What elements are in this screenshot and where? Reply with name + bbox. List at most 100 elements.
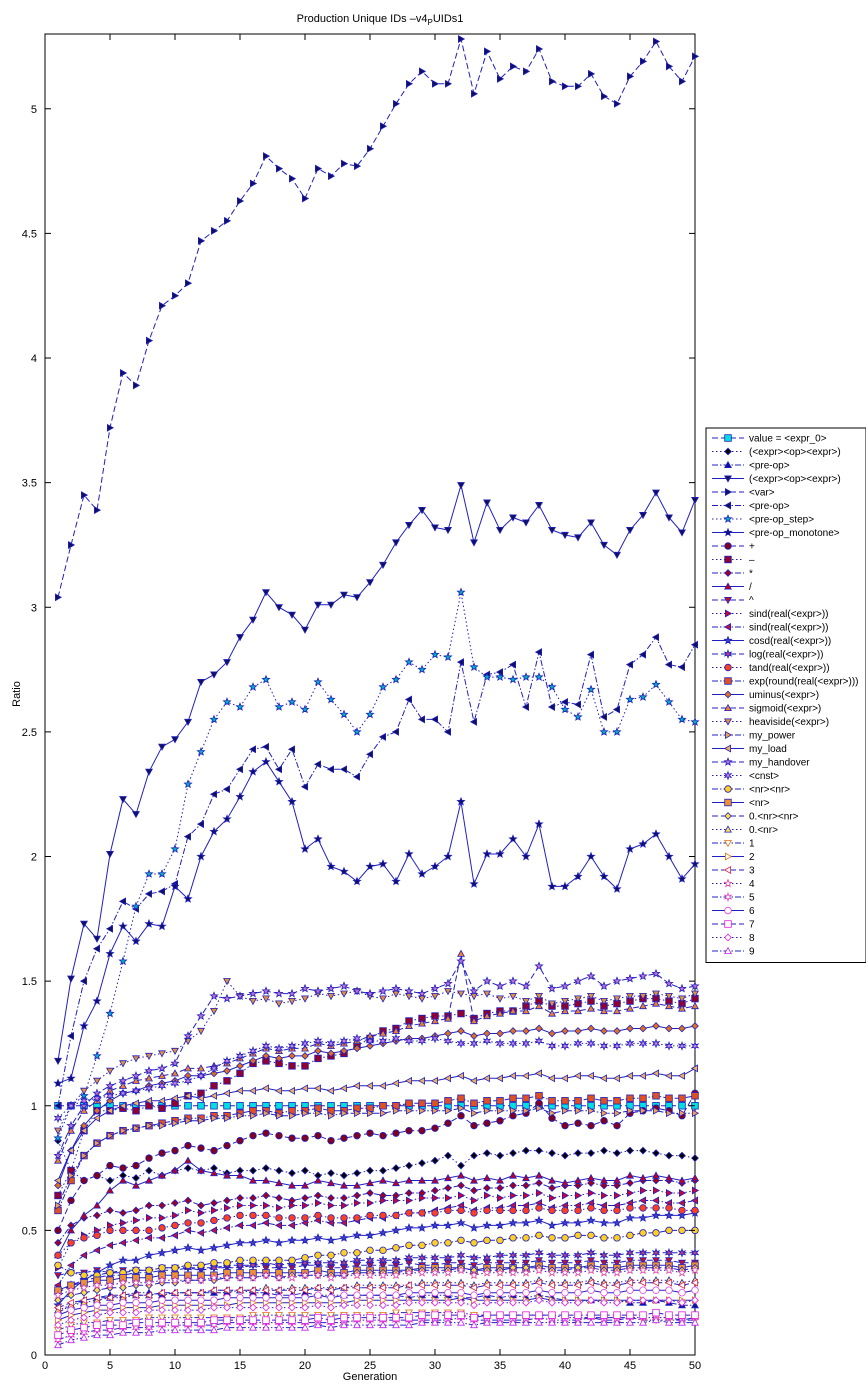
data-point bbox=[534, 1035, 544, 1046]
data-point bbox=[405, 1176, 413, 1184]
data-point bbox=[249, 179, 258, 188]
data-point bbox=[625, 1265, 635, 1275]
data-point bbox=[183, 1031, 193, 1040]
data-point bbox=[691, 1154, 699, 1162]
data-point bbox=[614, 99, 622, 108]
data-point bbox=[431, 1106, 440, 1115]
data-point bbox=[523, 1106, 531, 1115]
data-point bbox=[313, 986, 323, 996]
data-point bbox=[391, 1225, 401, 1235]
data-point bbox=[210, 1259, 218, 1267]
data-point bbox=[158, 1264, 166, 1272]
data-point bbox=[131, 1099, 140, 1108]
data-point bbox=[640, 1186, 648, 1195]
data-point bbox=[431, 1311, 439, 1319]
data-point bbox=[612, 1074, 620, 1083]
legend-label: (<expr><op><expr>) bbox=[749, 447, 841, 458]
data-point bbox=[588, 69, 596, 78]
data-point bbox=[431, 1318, 439, 1326]
data-point bbox=[430, 649, 440, 659]
data-point bbox=[652, 1171, 660, 1179]
data-point bbox=[692, 1109, 700, 1118]
data-point bbox=[183, 894, 193, 903]
legend-label: 3 bbox=[749, 866, 755, 877]
data-point bbox=[145, 1314, 153, 1322]
data-point bbox=[666, 62, 674, 71]
data-point bbox=[131, 1277, 141, 1287]
data-point bbox=[275, 1323, 283, 1331]
data-point bbox=[405, 1126, 413, 1135]
data-point bbox=[392, 1320, 400, 1329]
data-point bbox=[275, 1194, 283, 1202]
data-point bbox=[249, 1312, 257, 1320]
data-point bbox=[679, 1189, 687, 1197]
data-point bbox=[353, 1214, 361, 1222]
data-point bbox=[261, 674, 271, 684]
data-point bbox=[653, 37, 661, 46]
data-point bbox=[223, 216, 232, 225]
legend-label: tand(real(<expr>)) bbox=[749, 663, 830, 674]
data-point bbox=[131, 901, 141, 911]
data-point bbox=[548, 1234, 556, 1242]
data-point bbox=[431, 1186, 439, 1195]
data-point bbox=[431, 1016, 439, 1025]
data-point bbox=[314, 1211, 322, 1220]
data-point bbox=[352, 876, 362, 886]
data-point bbox=[184, 1141, 192, 1150]
data-point bbox=[560, 881, 570, 891]
data-point bbox=[92, 1280, 102, 1290]
data-point bbox=[482, 672, 492, 681]
data-point bbox=[496, 1029, 504, 1038]
data-point bbox=[223, 1171, 231, 1179]
data-point bbox=[653, 1106, 661, 1115]
data-point bbox=[521, 672, 531, 681]
data-point bbox=[288, 1169, 296, 1177]
data-point bbox=[145, 1328, 153, 1336]
data-point bbox=[392, 1301, 400, 1310]
data-point bbox=[261, 1235, 271, 1245]
y-tick-label: 1.5 bbox=[22, 976, 37, 988]
series-line bbox=[57, 980, 696, 1131]
legend-label: 5 bbox=[749, 893, 755, 904]
data-point bbox=[404, 1076, 413, 1085]
x-axis-label: Generation bbox=[343, 1371, 397, 1383]
data-point bbox=[144, 1250, 154, 1260]
data-point bbox=[340, 1134, 348, 1142]
data-point bbox=[365, 861, 375, 871]
data-point bbox=[119, 1308, 127, 1317]
legend-item: + bbox=[712, 542, 755, 553]
data-point bbox=[691, 1022, 699, 1030]
data-point bbox=[677, 874, 687, 883]
series-32 bbox=[53, 1278, 698, 1312]
data-point bbox=[262, 1052, 270, 1060]
data-point bbox=[248, 1086, 257, 1095]
legend-marker bbox=[724, 677, 732, 685]
data-point bbox=[652, 1204, 660, 1212]
data-point bbox=[353, 594, 361, 602]
data-point bbox=[352, 772, 361, 781]
data-point bbox=[626, 1024, 634, 1033]
data-point bbox=[288, 1316, 296, 1324]
legend-item: <pre-op_monotone> bbox=[712, 527, 840, 539]
data-point bbox=[600, 1027, 608, 1035]
data-point bbox=[301, 1323, 309, 1331]
data-point bbox=[158, 1149, 166, 1157]
data-point bbox=[314, 1131, 322, 1140]
data-point bbox=[248, 1045, 258, 1056]
data-point bbox=[196, 1275, 206, 1285]
data-point bbox=[170, 1245, 180, 1255]
data-point bbox=[197, 1296, 205, 1304]
data-point bbox=[313, 834, 323, 843]
data-point bbox=[677, 1281, 685, 1290]
legend-label: my_load bbox=[749, 744, 787, 755]
data-point bbox=[677, 1210, 687, 1220]
data-point bbox=[601, 92, 609, 101]
legend-label: cosd(real(<expr>)) bbox=[749, 636, 831, 647]
data-point bbox=[313, 1084, 322, 1093]
data-point bbox=[379, 1246, 387, 1255]
data-point bbox=[300, 1038, 310, 1049]
legend-item: 1 bbox=[712, 839, 755, 850]
data-point bbox=[327, 1303, 335, 1312]
data-point bbox=[301, 1166, 309, 1175]
series-21 bbox=[54, 978, 699, 1135]
